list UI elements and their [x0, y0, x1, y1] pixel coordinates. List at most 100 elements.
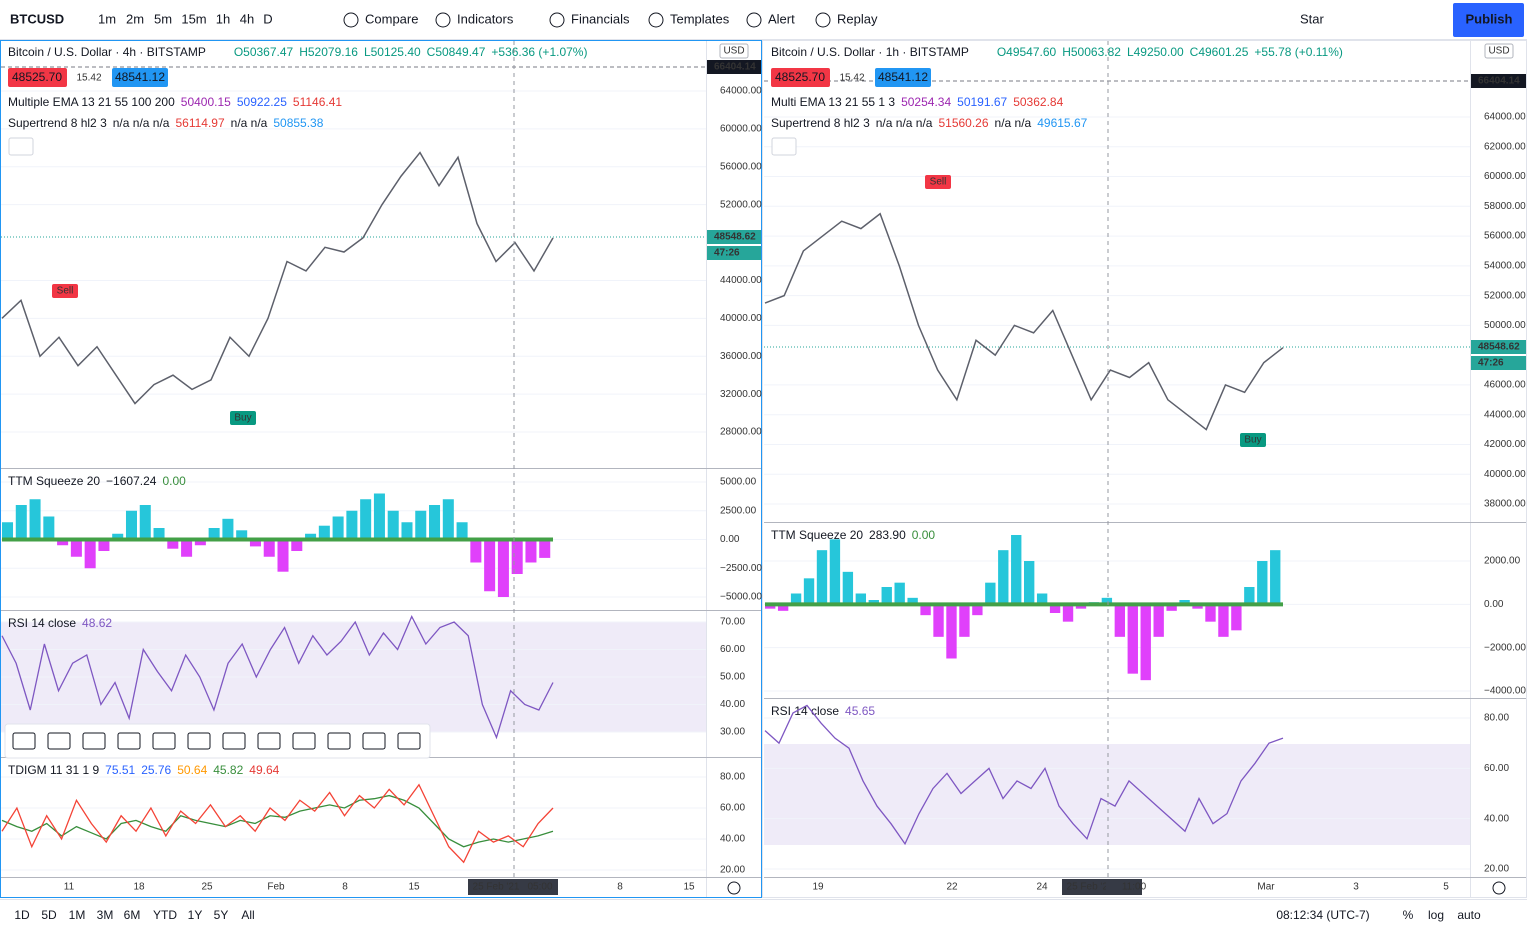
- interval-button[interactable]: 4h: [240, 11, 254, 26]
- price-tick-label: 50000.00: [1484, 320, 1526, 331]
- range-button[interactable]: 1M: [69, 908, 86, 922]
- range-button[interactable]: 5D: [41, 908, 57, 922]
- ohlc-value: C50849.47: [427, 45, 486, 59]
- indicator-name: Supertrend 8 hl2 3: [8, 116, 107, 130]
- signal-label: Buy: [234, 413, 251, 424]
- time-tick-label: 15: [683, 882, 695, 893]
- currency-box: [1484, 43, 1514, 59]
- button-icon: [815, 12, 831, 28]
- histogram-bar: [525, 539, 537, 563]
- range-button[interactable]: YTD: [153, 908, 177, 922]
- range-button[interactable]: 1D: [14, 908, 30, 922]
- drawing-tool[interactable]: [187, 732, 211, 750]
- price-tick-label: 58000.00: [1484, 201, 1526, 212]
- drawing-tool[interactable]: [47, 732, 71, 750]
- range-button[interactable]: 6M: [124, 908, 141, 922]
- scale-option[interactable]: %: [1403, 908, 1414, 922]
- interval-button[interactable]: 15m: [181, 11, 206, 26]
- histogram-bar: [497, 539, 509, 597]
- histogram-bar: [1036, 593, 1048, 605]
- indicator-legend: Supertrend 8 hl2 3 n/a n/a n/a 51560.26 n/a…: [771, 116, 1088, 130]
- price-tick-label: 56000.00: [720, 161, 762, 172]
- histogram-bar: [401, 522, 413, 540]
- drawing-tool[interactable]: [327, 732, 351, 750]
- pane-tick-label: 40.00: [720, 834, 745, 845]
- histogram-bar: [1257, 561, 1268, 605]
- spread: 15.42: [839, 73, 864, 84]
- settings-icon[interactable]: [727, 881, 741, 895]
- histogram-bar: [816, 550, 828, 605]
- range-button[interactable]: 5Y: [214, 908, 229, 922]
- histogram-bar: [1244, 587, 1255, 605]
- drawing-tool[interactable]: [117, 732, 141, 750]
- drawing-tool[interactable]: [82, 732, 106, 750]
- ohlc-value: L50125.40: [364, 45, 421, 59]
- indicator-legend: Supertrend 8 hl2 3 n/a n/a n/a 56114.97 n/a…: [8, 116, 324, 130]
- time-tick-label: 25 Feb '21: [473, 882, 520, 893]
- button-icon: [549, 12, 565, 28]
- histogram-bar: [98, 539, 110, 551]
- collapse-button[interactable]: [8, 137, 34, 156]
- publish-button[interactable]: Publish: [1466, 11, 1513, 26]
- indicator-line: [1, 614, 554, 740]
- settings-icon[interactable]: [1492, 881, 1506, 895]
- price-badge-bg: [1471, 356, 1526, 370]
- drawing-tool[interactable]: [12, 732, 36, 750]
- interval-button[interactable]: 1h: [216, 11, 230, 26]
- histogram-bar: [946, 604, 957, 659]
- pane-tick-label: −2000.00: [1484, 642, 1526, 653]
- drawing-tool[interactable]: [362, 732, 386, 750]
- pane-legend: TTM Squeeze 20 −1607.24 0.00: [8, 474, 186, 488]
- histogram-bar: [1153, 604, 1164, 637]
- toolbar-button[interactable]: Indicators: [457, 11, 514, 26]
- symbol[interactable]: BTCUSD: [10, 11, 64, 26]
- toolbar-button[interactable]: Financials: [571, 11, 630, 26]
- pane-tick-label: 70.00: [720, 617, 745, 628]
- drawing-tool[interactable]: [152, 732, 176, 750]
- price-badge: 66404.14: [1478, 76, 1520, 87]
- layout-menu[interactable]: Star: [1300, 11, 1325, 26]
- scale-option[interactable]: log: [1428, 908, 1444, 922]
- chart-header: Bitcoin / U.S. Dollar · 4h · BITSTAMP O50…: [8, 45, 587, 59]
- time-tick-label: 19: [812, 882, 824, 893]
- price-tick-label: 54000.00: [1484, 260, 1526, 271]
- interval-button[interactable]: D: [263, 11, 272, 26]
- drawing-tool[interactable]: [292, 732, 316, 750]
- price-tick-label: 52000.00: [720, 199, 762, 210]
- interval-button[interactable]: 5m: [154, 11, 172, 26]
- price-badge-bg: [707, 60, 761, 74]
- drawing-tool[interactable]: [397, 732, 421, 750]
- pane-value: 25.76: [141, 763, 171, 777]
- range-button[interactable]: 3M: [97, 908, 114, 922]
- scale-option[interactable]: auto: [1457, 908, 1481, 922]
- histogram-bar: [415, 510, 427, 540]
- indicator-value: n/a n/a n/a: [876, 116, 933, 130]
- time-tick-label: 24: [1036, 882, 1048, 893]
- histogram-bar: [894, 582, 905, 605]
- toolbar-button[interactable]: Templates: [670, 11, 730, 26]
- chart-header: Bitcoin / U.S. Dollar · 1h · BITSTAMP O49…: [771, 45, 1343, 59]
- range-button[interactable]: 1Y: [188, 908, 203, 922]
- drawing-tool[interactable]: [222, 732, 246, 750]
- toolbar-button[interactable]: Compare: [365, 11, 418, 26]
- indicator-name: Supertrend 8 hl2 3: [771, 116, 870, 130]
- indicator-value: 50922.25: [237, 95, 287, 109]
- histogram-bar: [29, 499, 41, 540]
- histogram-bar: [70, 539, 82, 557]
- ohlc-value: +536.36 (+1.07%): [491, 45, 587, 59]
- collapse-button[interactable]: [771, 137, 797, 156]
- interval-button[interactable]: 2m: [126, 11, 144, 26]
- toolbar-button[interactable]: Replay: [837, 11, 878, 26]
- indicator-name: Multiple EMA 13 21 55 100 200: [8, 95, 175, 109]
- toolbar-button[interactable]: Alert: [768, 11, 795, 26]
- indicator-value: 50191.67: [957, 95, 1007, 109]
- button-icon: [343, 12, 359, 28]
- histogram-bar: [291, 539, 303, 551]
- interval-button[interactable]: 1m: [98, 11, 116, 26]
- pane-tick-label: −5000.00: [720, 592, 762, 603]
- pane-tick-label: 40.00: [1484, 813, 1509, 824]
- time-tick-label: 18: [133, 882, 145, 893]
- range-button[interactable]: All: [241, 908, 254, 922]
- drawing-tool[interactable]: [257, 732, 281, 750]
- histogram-bar: [803, 578, 815, 605]
